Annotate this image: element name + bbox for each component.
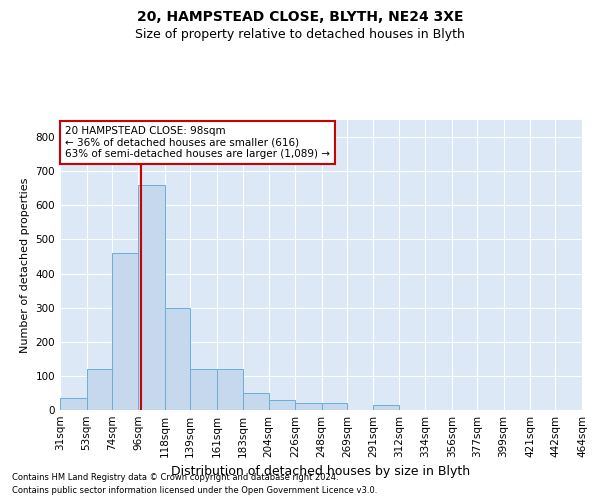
Text: Contains HM Land Registry data © Crown copyright and database right 2024.: Contains HM Land Registry data © Crown c…	[12, 474, 338, 482]
Bar	[139, 185, 165, 410]
Bar	[373, 405, 399, 410]
Y-axis label: Number of detached properties: Number of detached properties	[20, 178, 30, 352]
X-axis label: Distribution of detached houses by size in Blyth: Distribution of detached houses by size …	[172, 466, 470, 478]
Bar	[165, 308, 190, 410]
Bar	[269, 400, 295, 410]
Text: Contains public sector information licensed under the Open Government Licence v3: Contains public sector information licen…	[12, 486, 377, 495]
Bar	[112, 253, 139, 410]
Bar	[322, 403, 347, 410]
Bar	[86, 369, 112, 410]
Text: Size of property relative to detached houses in Blyth: Size of property relative to detached ho…	[135, 28, 465, 41]
Text: 20 HAMPSTEAD CLOSE: 98sqm
← 36% of detached houses are smaller (616)
63% of semi: 20 HAMPSTEAD CLOSE: 98sqm ← 36% of detac…	[65, 126, 330, 159]
Text: 20, HAMPSTEAD CLOSE, BLYTH, NE24 3XE: 20, HAMPSTEAD CLOSE, BLYTH, NE24 3XE	[137, 10, 463, 24]
Bar	[243, 393, 269, 410]
Bar	[190, 369, 217, 410]
Bar	[60, 398, 86, 410]
Bar	[295, 403, 322, 410]
Bar	[217, 369, 243, 410]
